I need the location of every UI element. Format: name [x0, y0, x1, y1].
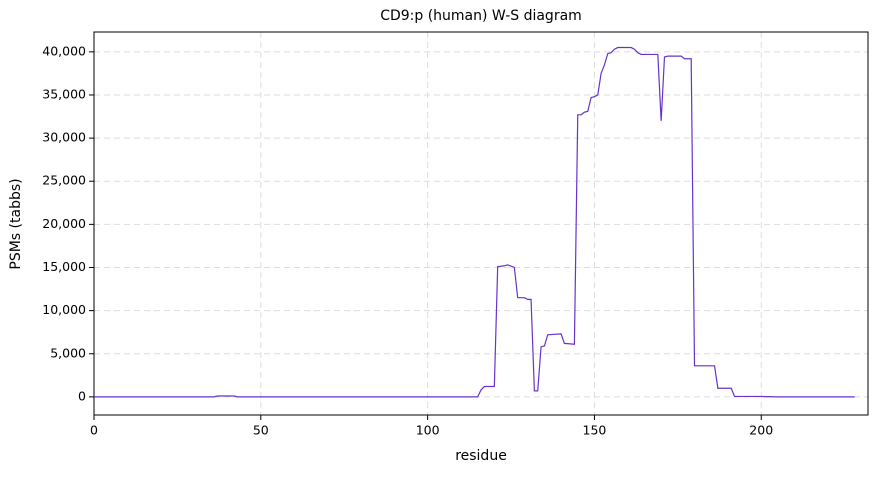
x-tick-label: 50 — [253, 423, 269, 438]
y-tick-label: 35,000 — [42, 86, 86, 101]
y-tick-label: 20,000 — [42, 216, 86, 231]
x-tick-label: 100 — [416, 423, 440, 438]
x-tick-label: 0 — [90, 423, 98, 438]
data-line — [94, 46, 855, 398]
y-tick-label: 25,000 — [42, 173, 86, 188]
x-tick-label: 200 — [749, 423, 773, 438]
x-axis-label: residue — [455, 448, 507, 464]
y-tick-label: 10,000 — [42, 302, 86, 317]
chart-title: CD9:p (human) W-S diagram — [380, 8, 582, 24]
y-tick-label: 5,000 — [50, 345, 86, 360]
y-axis-label: PSMs (tabbs) — [8, 178, 24, 269]
plot-frame — [93, 31, 869, 416]
x-tick-label: 150 — [583, 423, 607, 438]
y-tick-label: 30,000 — [42, 130, 86, 145]
y-tick-label: 15,000 — [42, 259, 86, 274]
y-tick-label: 0 — [78, 388, 86, 403]
y-tick-label: 40,000 — [42, 43, 86, 58]
